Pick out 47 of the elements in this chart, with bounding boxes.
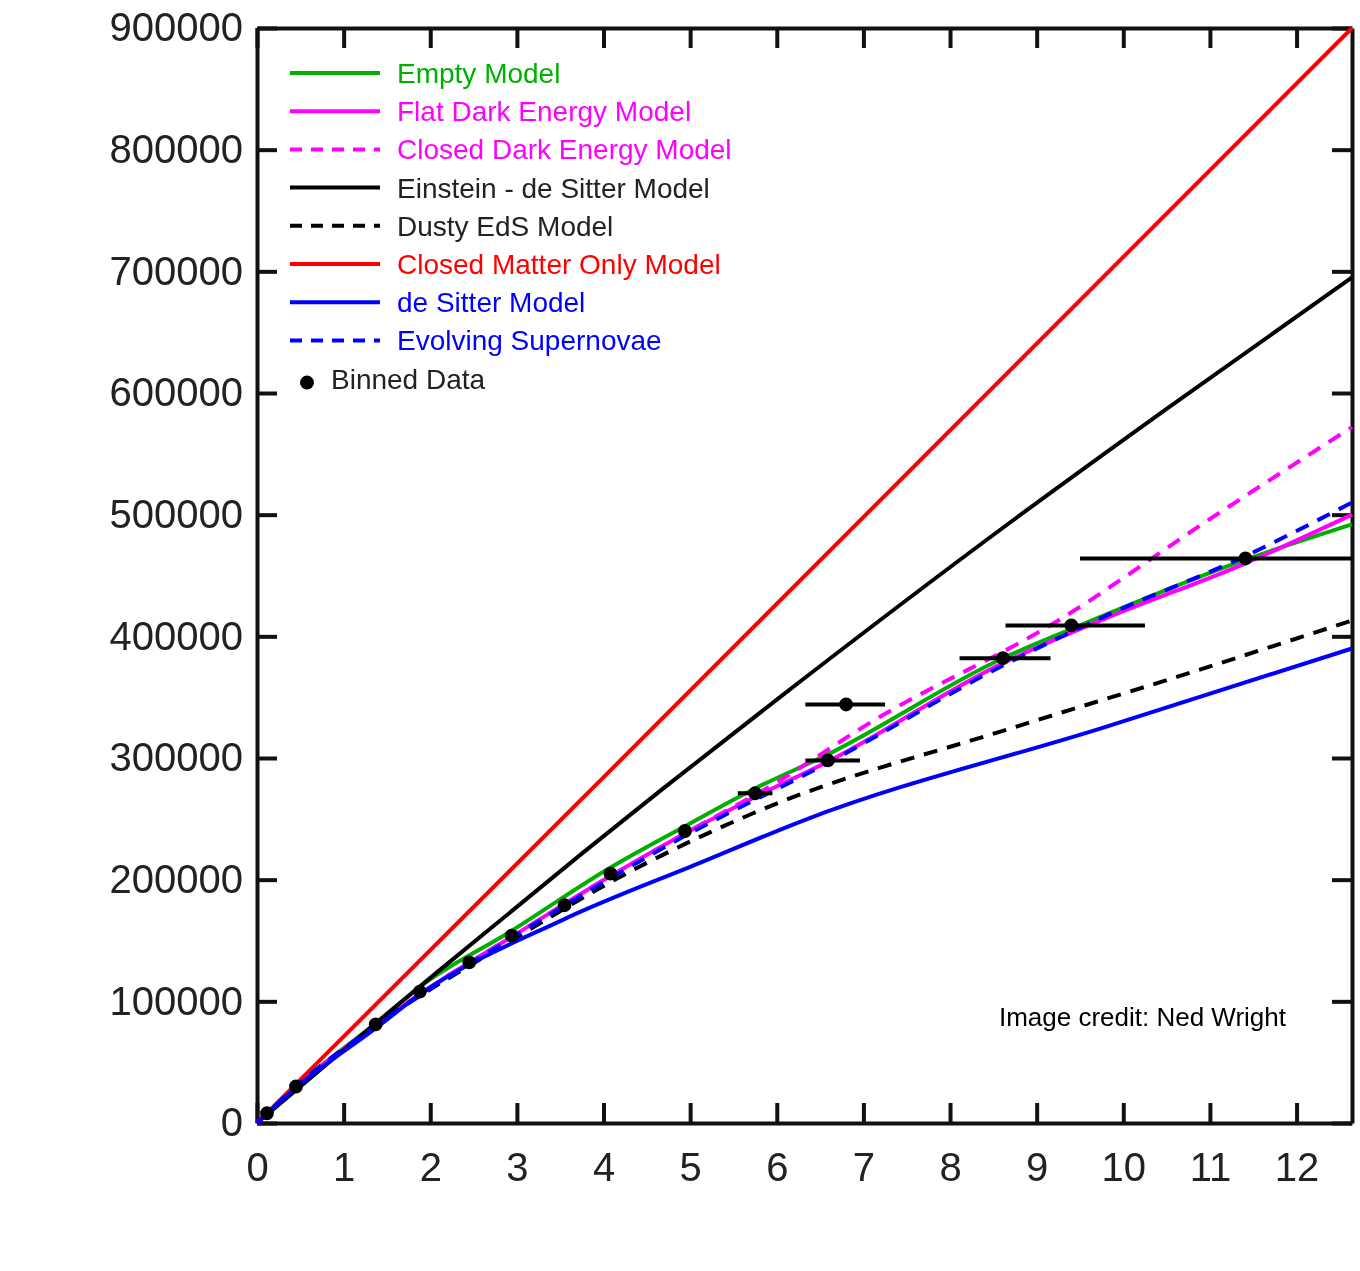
legend-label: Empty Model (397, 58, 561, 89)
legend-label: Dusty EdS Model (397, 210, 614, 242)
point (820, 753, 835, 768)
x-tick-label: 5 (679, 1145, 702, 1190)
legend-label: Closed Dark Energy Model (397, 134, 732, 166)
point (260, 1106, 274, 1121)
y-tick-label: 300000 (109, 735, 243, 780)
point (678, 824, 692, 838)
x-tick-label: 1 (333, 1145, 356, 1190)
legend-label: Closed Matter Only Model (397, 249, 721, 280)
annotation: Image credit: Ned Wright (998, 1002, 1287, 1032)
point (289, 1079, 303, 1094)
legend-label: de Sitter Model (397, 287, 586, 319)
x-tick-label: 2 (419, 1145, 442, 1190)
point (839, 697, 853, 712)
legend-label: Binned Data (331, 363, 486, 395)
y-tick-label: 800000 (109, 126, 243, 171)
x-tick-label: 7 (852, 1145, 876, 1190)
x-tick-label: 9 (1026, 1145, 1049, 1190)
x-tick-label: 12 (1274, 1145, 1320, 1190)
point (1064, 618, 1079, 633)
point (504, 928, 519, 943)
x-tick-label: 10 (1101, 1145, 1147, 1190)
x-tick-label: 11 (1189, 1145, 1232, 1190)
point (995, 651, 1010, 666)
y-tick-label: 100000 (109, 978, 243, 1023)
x-tick-label: 3 (506, 1145, 529, 1190)
point (557, 898, 572, 913)
point (462, 955, 477, 970)
y-tick-label: 0 (220, 1100, 243, 1145)
x-tick-label: 4 (592, 1145, 616, 1190)
point (603, 866, 618, 881)
y-tick-label: 200000 (109, 856, 243, 901)
y-tick-label: 900000 (109, 5, 243, 50)
legend-label: Einstein - de Sitter Model (397, 172, 710, 204)
x-tick-label: 8 (939, 1145, 962, 1190)
point (748, 786, 763, 801)
x-tick-label: 6 (766, 1145, 789, 1190)
y-tick-label: 700000 (109, 248, 243, 293)
y-tick-label: 500000 (109, 491, 243, 536)
y-tick-label: 600000 (109, 370, 243, 415)
legend-label: Flat Dark Energy Model (397, 96, 692, 128)
point (368, 1017, 383, 1032)
point (412, 984, 427, 999)
point (1238, 551, 1253, 566)
y-tick-label: 400000 (109, 613, 243, 658)
legend-label: Evolving Supernovae (397, 325, 662, 357)
